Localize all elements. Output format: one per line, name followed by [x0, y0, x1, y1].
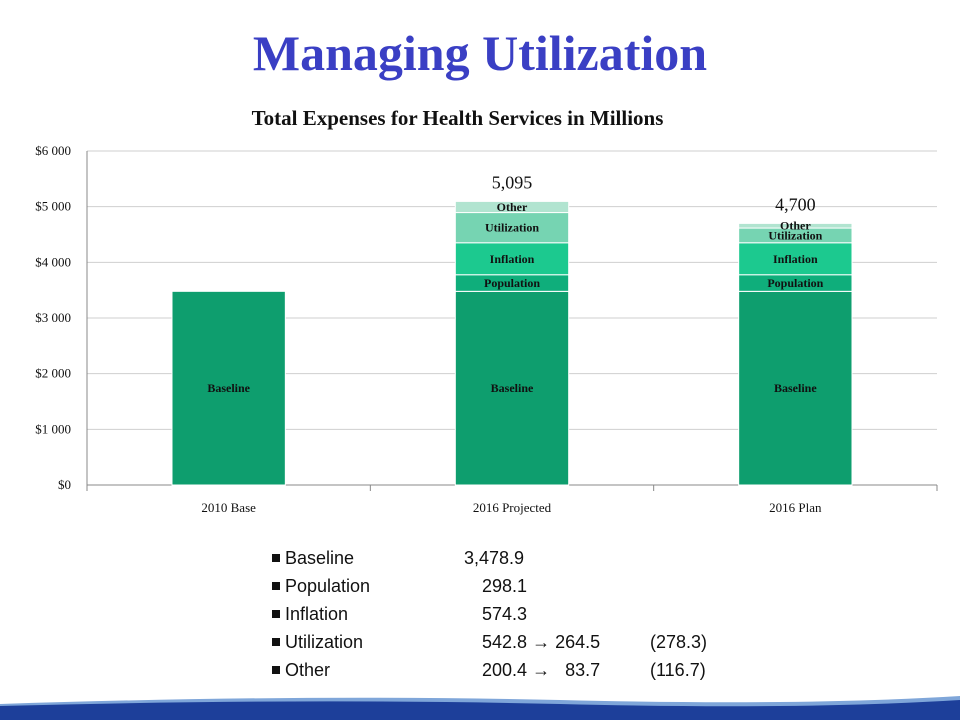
expenses-chart: $0 $1 000 $2 000 $3 000 $4 000 $5 000 $6 000 Ba…: [35, 143, 938, 515]
item-value-original: 200.4: [482, 660, 528, 680]
y-tick-label: $1 000: [35, 421, 71, 436]
expense-breakdown-list: Baseline 3,478.9 Population 298.1 Inflat…: [272, 544, 732, 684]
bullet-icon: [272, 638, 280, 646]
segment-label: Other: [497, 200, 528, 214]
item-value-change: → 264.5: [532, 632, 601, 652]
bullet-icon: [272, 554, 280, 562]
item-name: Utilization: [285, 632, 364, 652]
bullet-icon: [272, 582, 280, 590]
y-tick-label: $0: [58, 477, 71, 492]
item-name: Inflation: [285, 604, 349, 624]
y-tick-label: $6 000: [35, 143, 71, 158]
item-value: 3,478.9: [464, 548, 525, 568]
item-name: Other: [285, 660, 331, 680]
x-tick-label: 2016 Plan: [769, 500, 822, 515]
segment-label: Population: [767, 276, 823, 290]
bar-segment-baseline: [171, 290, 286, 486]
bar-total-label: 4,700: [775, 194, 816, 214]
list-item-population: Population 298.1: [272, 572, 732, 600]
item-reduction: (278.3): [650, 632, 708, 652]
item-value: 298.1: [482, 576, 528, 596]
y-tick-label: $4 000: [35, 254, 71, 269]
segment-label: Baseline: [491, 381, 534, 395]
bar-segment-inflation: [454, 242, 570, 276]
y-tick-label: $2 000: [35, 366, 71, 381]
chart-title: Total Expenses for Health Services in Mi…: [251, 106, 664, 130]
y-tick-label: $5 000: [35, 199, 71, 214]
item-name: Baseline: [285, 548, 355, 568]
segment-label: Baseline: [207, 381, 250, 395]
footer-decoration: [0, 696, 960, 720]
bullet-icon: [272, 610, 280, 618]
bullet-icon: [272, 666, 280, 674]
y-tick-label: $3 000: [35, 310, 71, 325]
slide-title: Managing Utilization: [252, 25, 708, 81]
item-value: 200.4 → 83.7: [482, 656, 600, 684]
list-item-other: Other 200.4 → 83.7 (116.7): [272, 656, 732, 684]
item-value: 574.3: [482, 604, 528, 624]
item-value: 542.8 → 264.5: [482, 628, 600, 656]
segment-label: Population: [484, 276, 540, 290]
item-reduction: (116.7): [650, 660, 706, 680]
segment-label: Other: [780, 219, 811, 233]
bar-segment-other: [738, 222, 853, 229]
x-tick-label: 2010 Base: [201, 500, 256, 515]
segment-label: Utilization: [485, 221, 539, 235]
list-item-utilization: Utilization 542.8 → 264.5 (278.3): [272, 628, 732, 656]
segment-label: Inflation: [773, 252, 818, 266]
bar-segment-baseline: [454, 290, 570, 486]
bar-segment-other: [454, 200, 570, 214]
item-value-original: 542.8: [482, 632, 528, 652]
list-item-baseline: Baseline 3,478.9: [272, 544, 732, 572]
segment-label: Inflation: [490, 252, 535, 266]
bar-total-label: 5,095: [492, 172, 533, 192]
segment-label: Utilization: [768, 228, 822, 242]
list-item-inflation: Inflation 574.3: [272, 600, 732, 628]
segment-label: Baseline: [774, 381, 817, 395]
item-value-change: → 83.7: [532, 660, 601, 680]
x-tick-label: 2016 Projected: [473, 500, 552, 515]
item-name: Population: [285, 576, 371, 596]
